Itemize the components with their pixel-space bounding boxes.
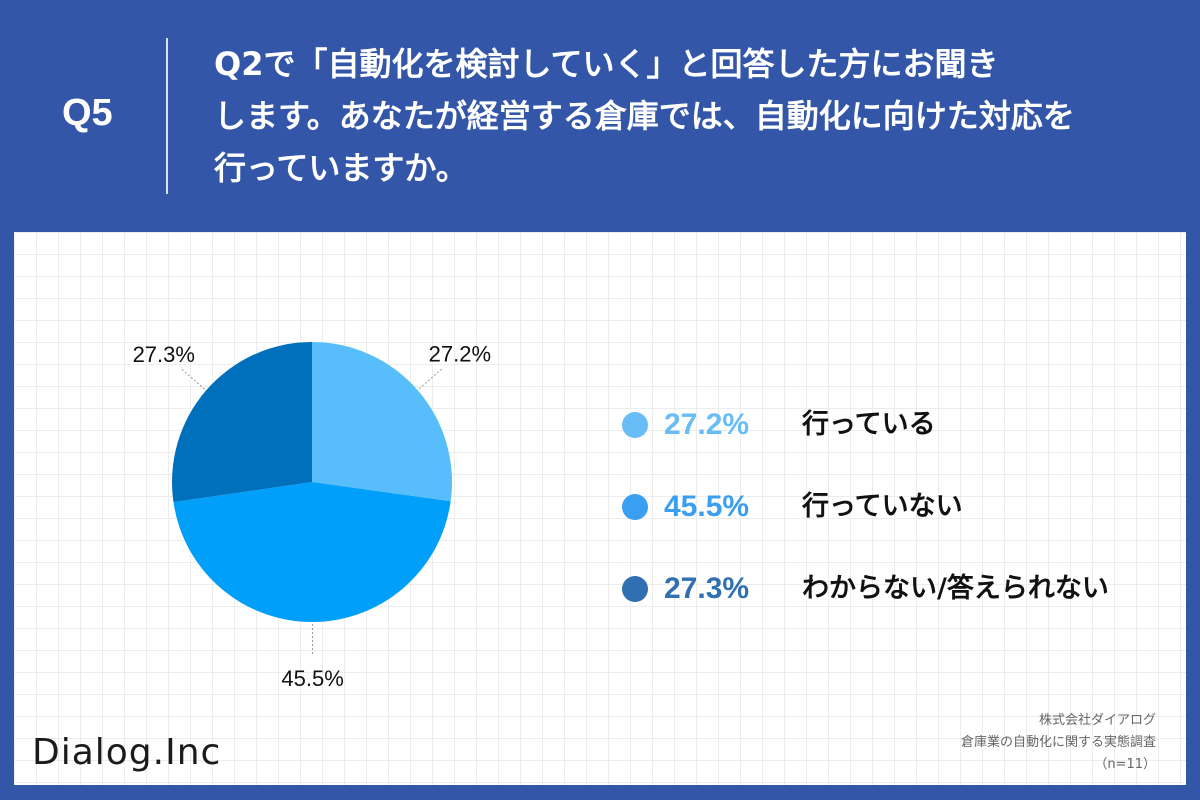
- pie-chart: 27.2% 45.5% 27.3%: [133, 341, 491, 691]
- question-number: Q5: [62, 92, 113, 134]
- question-line-1: Q2で「自動化を検討していく」と回答した方にお聞き: [214, 45, 999, 83]
- legend-label-unknown: わからない/答えられない: [802, 573, 1109, 604]
- source-line-2: 倉庫業の自動化に関する実態調査: [960, 735, 1156, 750]
- legend-value-not-doing: 45.5%: [664, 490, 750, 523]
- question-text: Q2で「自動化を検討していく」と回答した方にお聞き します。あなたが経営する倉庫…: [214, 38, 1174, 194]
- pie-slice-doing: [312, 342, 453, 502]
- chart-panel: 27.2% 45.5% 27.3% 27.2% 行っている 45.5% 行っていない…: [14, 232, 1186, 785]
- slice-label-not-doing: 45.5%: [281, 666, 343, 691]
- slice-label-doing: 27.2%: [429, 341, 491, 366]
- legend-label-doing: 行っている: [802, 409, 936, 440]
- header-banner: Q5 Q2で「自動化を検討していく」と回答した方にお聞き します。あなたが経営す…: [0, 0, 1200, 232]
- legend-label-not-doing: 行っていない: [802, 491, 963, 522]
- leader-line-unknown: [181, 369, 205, 390]
- slice-label-unknown: 27.3%: [133, 342, 195, 367]
- company-logo: Dialog.Inc: [32, 732, 222, 773]
- pie-slice-unknown: [172, 342, 312, 503]
- leader-line-doing: [418, 368, 443, 390]
- legend-value-unknown: 27.3%: [664, 572, 750, 605]
- legend-value-doing: 27.2%: [664, 408, 750, 441]
- legend-dot-doing: [622, 412, 648, 438]
- header-divider: [166, 38, 168, 194]
- legend-dot-not-doing: [622, 494, 648, 520]
- source-line-1: 株式会社ダイアログ: [1038, 713, 1156, 728]
- question-line-3: 行っていますか。: [214, 149, 468, 187]
- source-line-3: （n=11）: [1094, 757, 1156, 772]
- legend-dot-unknown: [622, 576, 648, 602]
- question-line-2: します。あなたが経営する倉庫では、自動化に向けた対応を: [214, 97, 1075, 135]
- source-note: 株式会社ダイアログ 倉庫業の自動化に関する実態調査 （n=11）: [961, 710, 1156, 776]
- pie-slice-not-doing: [173, 482, 451, 622]
